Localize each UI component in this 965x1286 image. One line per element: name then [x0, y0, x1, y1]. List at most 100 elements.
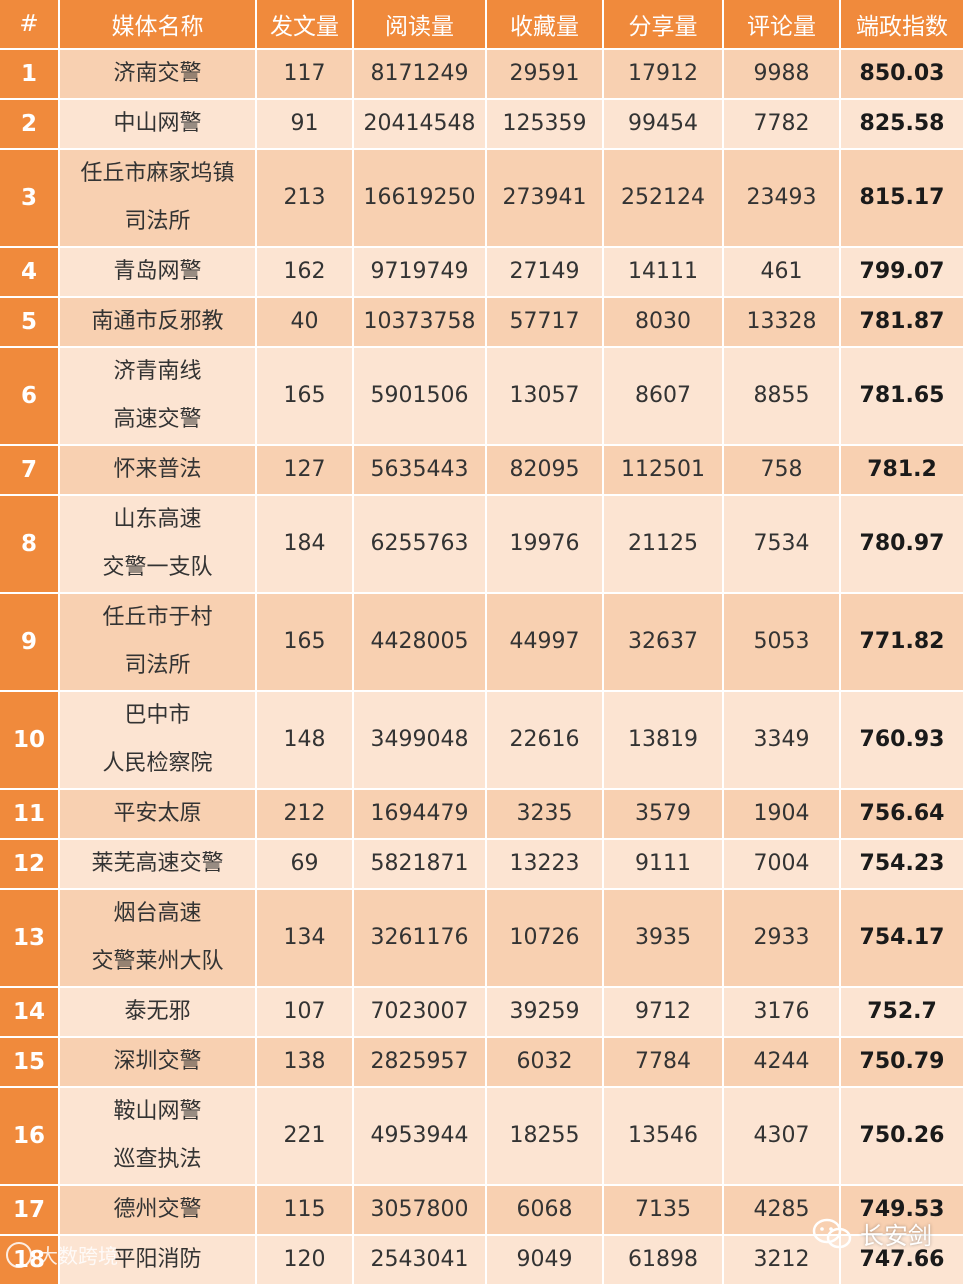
posts-cell: 91 [257, 100, 354, 150]
comments-cell: 23493 [724, 150, 841, 248]
comments-cell: 7534 [724, 496, 841, 594]
reads-cell: 9719749 [354, 248, 487, 298]
table-row: 10 巴中市 人民检察院 148 3499048 22616 13819 3349 760.93 [0, 692, 965, 790]
reads-cell: 20414548 [354, 100, 487, 150]
comments-cell: 4307 [724, 1088, 841, 1186]
shares-cell: 252124 [604, 150, 724, 248]
index-cell: 799.07 [841, 248, 965, 298]
posts-cell: 115 [257, 1186, 354, 1236]
rank-cell: 4 [0, 248, 60, 298]
shares-cell: 13546 [604, 1088, 724, 1186]
posts-cell: 221 [257, 1088, 354, 1186]
shares-cell: 3935 [604, 890, 724, 988]
media-name-line: 莱芜高速交警 [91, 851, 224, 876]
posts-cell: 184 [257, 496, 354, 594]
media-name-line: 泰无邪 [124, 999, 191, 1024]
media-name-line: 怀来普法 [113, 457, 202, 482]
reads-cell: 4428005 [354, 594, 487, 692]
shares-cell: 9111 [604, 840, 724, 890]
posts-cell: 127 [257, 446, 354, 496]
posts-cell: 162 [257, 248, 354, 298]
header-posts: 发文量 [257, 0, 354, 50]
media-name-cell: 烟台高速 交警莱州大队 [60, 890, 257, 988]
reads-cell: 3261176 [354, 890, 487, 988]
rank-cell: 10 [0, 692, 60, 790]
comments-cell: 9988 [724, 50, 841, 100]
table-row: 1 济南交警 117 8171249 29591 17912 9988 850.03 [0, 50, 965, 100]
table-body: 1 济南交警 117 8171249 29591 17912 9988 850.03 2 中山网警… [0, 50, 965, 1286]
index-cell: 781.65 [841, 348, 965, 446]
index-cell: 771.82 [841, 594, 965, 692]
media-name-cell: 青岛网警 [60, 248, 257, 298]
comments-cell: 461 [724, 248, 841, 298]
rank-cell: 6 [0, 348, 60, 446]
header-rank: # [0, 0, 60, 50]
index-cell: 752.7 [841, 988, 965, 1038]
media-name-line: 深圳交警 [113, 1049, 202, 1074]
watermark-left-text: 大数跨境 [38, 1244, 118, 1268]
posts-cell: 138 [257, 1038, 354, 1088]
table-row: 5 南通市反邪教 40 10373758 57717 8030 13328 781.87 [0, 298, 965, 348]
posts-cell: 134 [257, 890, 354, 988]
shares-cell: 14111 [604, 248, 724, 298]
reads-cell: 7023007 [354, 988, 487, 1038]
watermark-right: 长安剑 [812, 1216, 932, 1251]
rank-cell: 3 [0, 150, 60, 248]
rank-cell: 1 [0, 50, 60, 100]
index-cell: 750.26 [841, 1088, 965, 1186]
comments-cell: 7004 [724, 840, 841, 890]
table-row: 2 中山网警 91 20414548 125359 99454 7782 825.58 [0, 100, 965, 150]
favorites-cell: 29591 [487, 50, 604, 100]
favorites-cell: 27149 [487, 248, 604, 298]
table-row: 11 平安太原 212 1694479 3235 3579 1904 756.64 [0, 790, 965, 840]
shares-cell: 32637 [604, 594, 724, 692]
index-cell: 754.17 [841, 890, 965, 988]
rank-cell: 2 [0, 100, 60, 150]
rank-cell: 7 [0, 446, 60, 496]
media-name-line: 平安太原 [113, 801, 202, 826]
favorites-cell: 39259 [487, 988, 604, 1038]
rank-cell: 15 [0, 1038, 60, 1088]
favorites-cell: 273941 [487, 150, 604, 248]
watermark-left: 大数跨境 [6, 1240, 118, 1269]
media-name-line: 司法所 [124, 653, 191, 678]
index-cell: 760.93 [841, 692, 965, 790]
index-cell: 747.66 [841, 1236, 965, 1286]
media-name-cell: 南通市反邪教 [60, 298, 257, 348]
table-row: 16 鞍山网警 巡查执法 221 4953944 18255 13546 4307 750.26 [0, 1088, 965, 1186]
reads-cell: 4953944 [354, 1088, 487, 1186]
header-media-name: 媒体名称 [60, 0, 257, 50]
header-comments: 评论量 [724, 0, 841, 50]
media-name-cell: 怀来普法 [60, 446, 257, 496]
favorites-cell: 125359 [487, 100, 604, 150]
posts-cell: 148 [257, 692, 354, 790]
posts-cell: 120 [257, 1236, 354, 1286]
media-name-cell: 莱芜高速交警 [60, 840, 257, 890]
media-name-cell: 中山网警 [60, 100, 257, 150]
favorites-cell: 13057 [487, 348, 604, 446]
table-row: 9 任丘市于村 司法所 165 4428005 44997 32637 5053 771.82 [0, 594, 965, 692]
shares-cell: 99454 [604, 100, 724, 150]
index-cell: 825.58 [841, 100, 965, 150]
reads-cell: 1694479 [354, 790, 487, 840]
comments-cell: 3349 [724, 692, 841, 790]
shares-cell: 17912 [604, 50, 724, 100]
comments-cell: 2933 [724, 890, 841, 988]
index-cell: 750.79 [841, 1038, 965, 1088]
media-name-cell: 任丘市于村 司法所 [60, 594, 257, 692]
rank-cell: 12 [0, 840, 60, 890]
rank-cell: 13 [0, 890, 60, 988]
media-name-cell: 深圳交警 [60, 1038, 257, 1088]
media-name-line: 中山网警 [113, 111, 202, 136]
media-name-line: 交警一支队 [102, 555, 213, 580]
media-name-line: 德州交警 [113, 1197, 202, 1222]
header-reads: 阅读量 [354, 0, 487, 50]
rank-cell: 9 [0, 594, 60, 692]
rank-cell: 14 [0, 988, 60, 1038]
reads-cell: 3057800 [354, 1186, 487, 1236]
index-cell: 781.87 [841, 298, 965, 348]
comments-cell: 3212 [724, 1236, 841, 1286]
media-name-line: 高速交警 [113, 407, 202, 432]
index-cell: 749.53 [841, 1186, 965, 1236]
index-cell: 756.64 [841, 790, 965, 840]
